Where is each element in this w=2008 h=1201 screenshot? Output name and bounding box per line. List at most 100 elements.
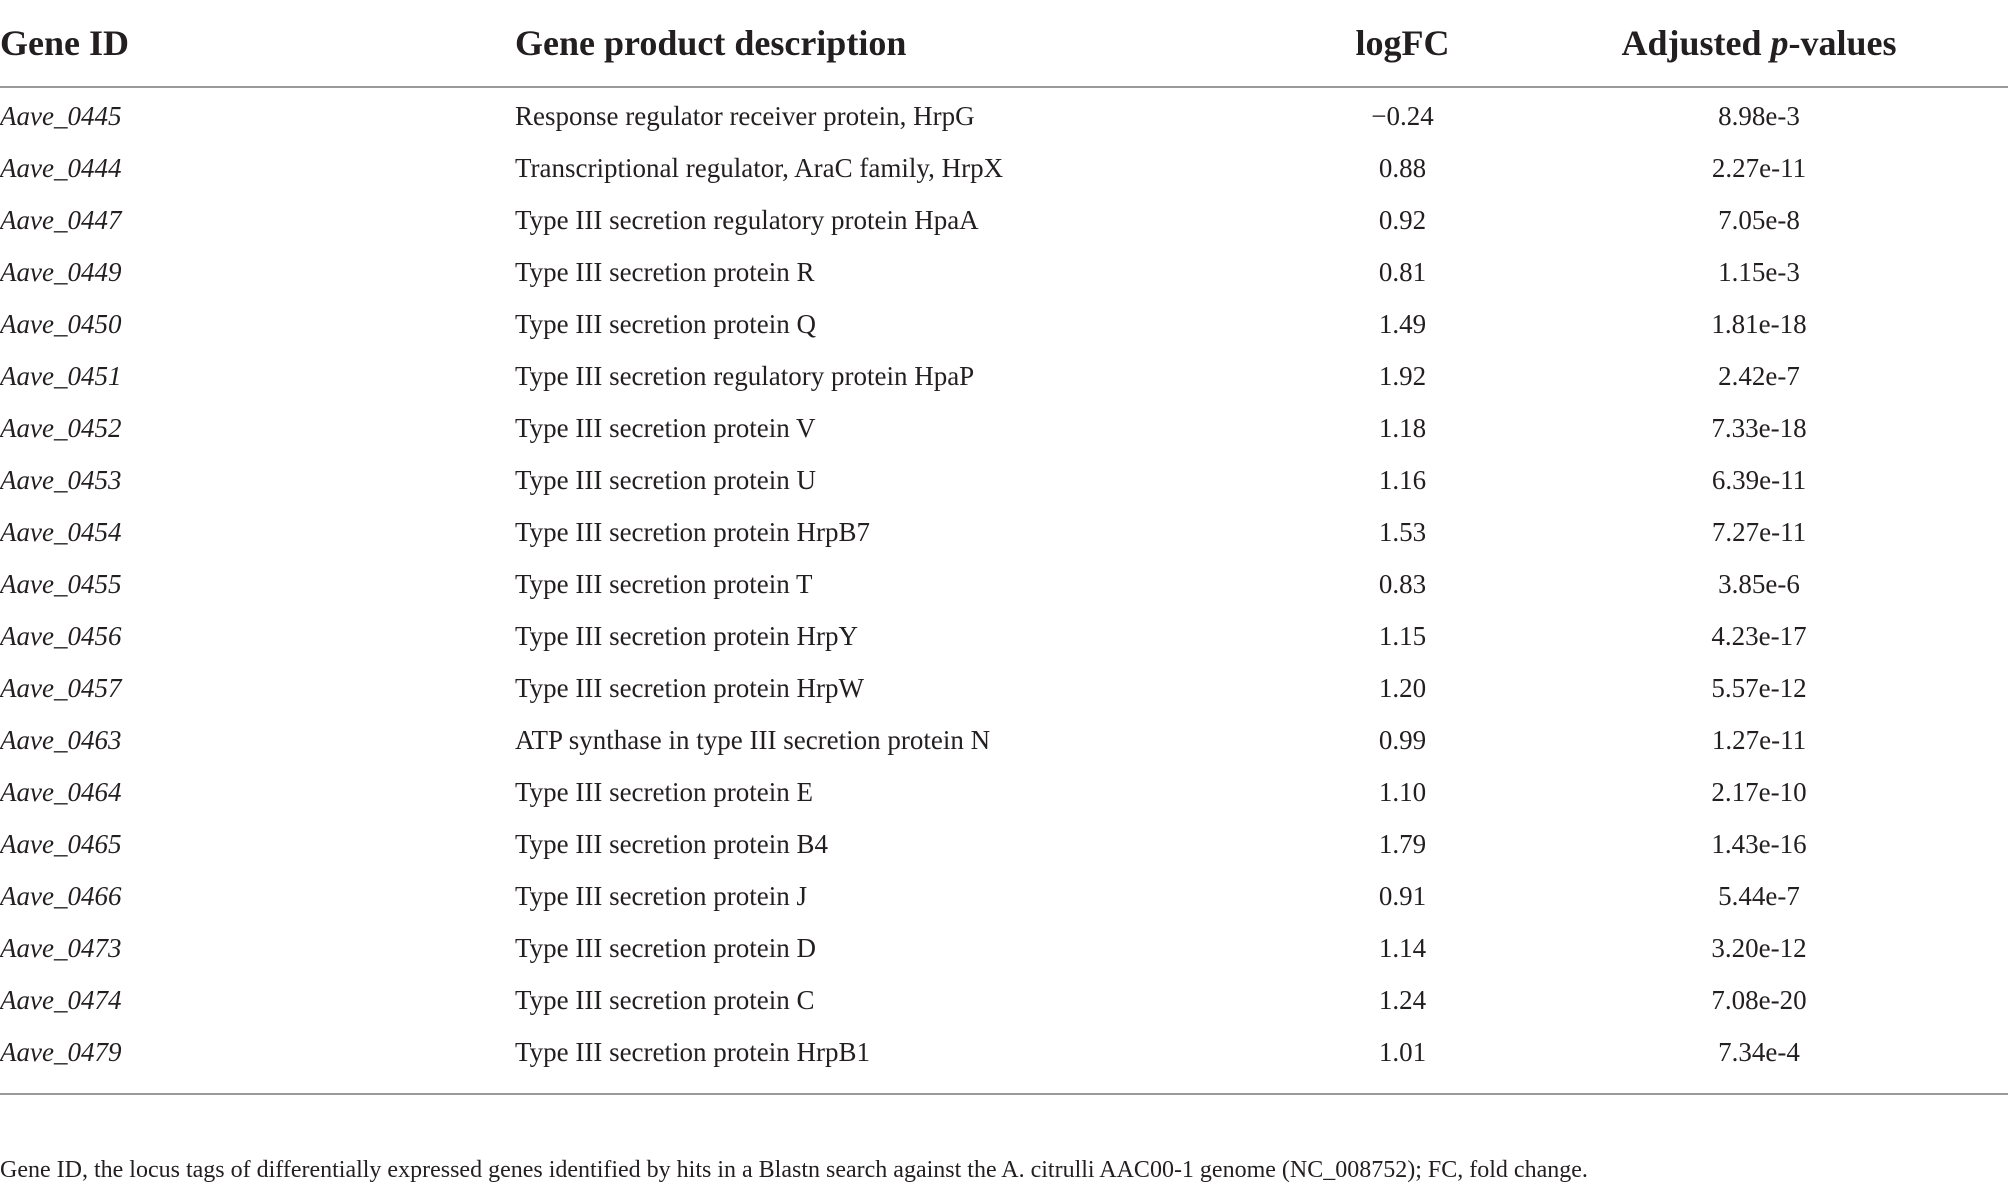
cell-description: Type III secretion protein T xyxy=(515,568,813,599)
cell-adjusted-p-value: 2.27e-11 xyxy=(1711,152,1807,183)
cell-gene-id: Aave_0450 xyxy=(0,308,122,339)
cell-logfc: 1.53 xyxy=(1378,516,1427,547)
header-adjusted-p-values: Adjusted p-values xyxy=(1510,0,2008,88)
cell-adjusted-p-value: 1.81e-18 xyxy=(1711,308,1807,339)
cell-adjusted-p-value: 7.33e-18 xyxy=(1711,412,1807,443)
cell-gene-id: Aave_0466 xyxy=(0,880,122,911)
cell-description: Type III secretion regulatory protein Hp… xyxy=(515,360,975,391)
cell-gene-id: Aave_0454 xyxy=(0,516,122,547)
cell-logfc: 1.16 xyxy=(1378,464,1427,495)
cell-description: Response regulator receiver protein, Hrp… xyxy=(515,100,975,131)
cell-logfc: −0.24 xyxy=(1371,100,1434,131)
cell-logfc: 0.88 xyxy=(1378,152,1427,183)
cell-gene-id: Aave_0455 xyxy=(0,568,122,599)
table-header: Gene ID Gene product description logFC A… xyxy=(0,0,2008,88)
cell-description: Type III secretion protein B4 xyxy=(515,828,829,859)
cell-logfc: 1.24 xyxy=(1378,984,1427,1015)
gene-table-container: Gene ID Gene product description logFC A… xyxy=(0,0,2008,1080)
cell-description: Transcriptional regulator, AraC family, … xyxy=(515,152,1004,183)
cell-gene-id: Aave_0452 xyxy=(0,412,122,443)
cell-logfc: 1.20 xyxy=(1378,672,1427,703)
cell-description: Type III secretion protein U xyxy=(515,464,816,495)
cell-gene-id: Aave_0474 xyxy=(0,984,122,1015)
cell-description: Type III secretion protein R xyxy=(515,256,815,287)
cell-description: Type III secretion protein HrpY xyxy=(515,620,858,651)
cell-adjusted-p-value: 1.43e-16 xyxy=(1711,828,1807,859)
cell-adjusted-p-value: 1.27e-11 xyxy=(1711,724,1807,755)
cell-description: Type III secretion protein HrpW xyxy=(515,672,864,703)
table-row: Aave_0464 Type III secretion protein E 1… xyxy=(0,766,2008,818)
table-row: Aave_0451 Type III secretion regulatory … xyxy=(0,350,2008,402)
cell-gene-id: Aave_0447 xyxy=(0,204,122,235)
cell-gene-id: Aave_0451 xyxy=(0,360,122,391)
cell-gene-id: Aave_0465 xyxy=(0,828,122,859)
cell-logfc: 0.83 xyxy=(1378,568,1427,599)
cell-adjusted-p-value: 2.42e-7 xyxy=(1718,360,1800,391)
cell-gene-id: Aave_0457 xyxy=(0,672,122,703)
cell-logfc: 0.92 xyxy=(1378,204,1427,235)
table-row: Aave_0463 ATP synthase in type III secre… xyxy=(0,714,2008,766)
cell-logfc: 1.10 xyxy=(1378,776,1427,807)
cell-logfc: 1.14 xyxy=(1378,932,1427,963)
table-row: Aave_0466 Type III secretion protein J 0… xyxy=(0,870,2008,922)
cell-gene-id: Aave_0444 xyxy=(0,152,122,183)
cell-logfc: 0.81 xyxy=(1378,256,1427,287)
cell-description: Type III secretion protein C xyxy=(515,984,815,1015)
table-row: Aave_0473 Type III secretion protein D 1… xyxy=(0,922,2008,974)
header-logfc: logFC xyxy=(1295,0,1510,88)
cell-adjusted-p-value: 3.85e-6 xyxy=(1718,568,1800,599)
cell-logfc: 1.15 xyxy=(1378,620,1427,651)
cell-logfc: 1.01 xyxy=(1378,1036,1427,1067)
cell-description: Type III secretion protein HrpB1 xyxy=(515,1036,870,1067)
table-body: Aave_0445 Response regulator receiver pr… xyxy=(0,87,2008,1080)
cell-adjusted-p-value: 7.27e-11 xyxy=(1711,516,1807,547)
table-row: Aave_0452 Type III secretion protein V 1… xyxy=(0,402,2008,454)
header-row: Gene ID Gene product description logFC A… xyxy=(0,0,2008,88)
cell-adjusted-p-value: 5.44e-7 xyxy=(1718,880,1800,911)
cell-adjusted-p-value: 7.05e-8 xyxy=(1718,204,1800,235)
table-row: Aave_0465 Type III secretion protein B4 … xyxy=(0,818,2008,870)
header-gene-id: Gene ID xyxy=(0,0,515,88)
cell-adjusted-p-value: 8.98e-3 xyxy=(1718,100,1800,131)
table-footnote: Gene ID, the locus tags of differentiall… xyxy=(0,1157,1588,1183)
cell-adjusted-p-value: 5.57e-12 xyxy=(1711,672,1807,703)
header-padj-italic: p xyxy=(1770,23,1789,63)
cell-adjusted-p-value: 2.17e-10 xyxy=(1711,776,1807,807)
cell-logfc: 1.92 xyxy=(1378,360,1427,391)
cell-logfc: 0.99 xyxy=(1378,724,1427,755)
cell-description: Type III secretion protein D xyxy=(515,932,816,963)
gene-expression-table: Gene ID Gene product description logFC A… xyxy=(0,0,2008,1080)
table-row: Aave_0455 Type III secretion protein T 0… xyxy=(0,558,2008,610)
table-row: Aave_0474 Type III secretion protein C 1… xyxy=(0,974,2008,1026)
cell-gene-id: Aave_0453 xyxy=(0,464,122,495)
header-description: Gene product description xyxy=(515,0,1295,88)
cell-gene-id: Aave_0464 xyxy=(0,776,122,807)
table-row: Aave_0450 Type III secretion protein Q 1… xyxy=(0,298,2008,350)
cell-adjusted-p-value: 4.23e-17 xyxy=(1711,620,1807,651)
table-row: Aave_0456 Type III secretion protein Hrp… xyxy=(0,610,2008,662)
cell-gene-id: Aave_0473 xyxy=(0,932,122,963)
table-row: Aave_0447 Type III secretion regulatory … xyxy=(0,194,2008,246)
cell-description: Type III secretion protein J xyxy=(515,880,808,911)
table-row: Aave_0444 Transcriptional regulator, Ara… xyxy=(0,142,2008,194)
cell-description: Type III secretion regulatory protein Hp… xyxy=(515,204,979,235)
table-bottom-rule xyxy=(0,1093,2008,1095)
cell-adjusted-p-value: 3.20e-12 xyxy=(1711,932,1807,963)
table-row: Aave_0445 Response regulator receiver pr… xyxy=(0,87,2008,142)
table-row: Aave_0454 Type III secretion protein Hrp… xyxy=(0,506,2008,558)
cell-gene-id: Aave_0445 xyxy=(0,100,122,131)
cell-description: Type III secretion protein E xyxy=(515,776,813,807)
table-row: Aave_0479 Type III secretion protein Hrp… xyxy=(0,1026,2008,1080)
header-padj-suffix: -values xyxy=(1788,23,1897,63)
cell-gene-id: Aave_0449 xyxy=(0,256,122,287)
cell-description: Type III secretion protein HrpB7 xyxy=(515,516,870,547)
cell-adjusted-p-value: 7.08e-20 xyxy=(1711,984,1807,1015)
cell-description: Type III secretion protein V xyxy=(515,412,816,443)
table-row: Aave_0453 Type III secretion protein U 1… xyxy=(0,454,2008,506)
cell-logfc: 1.79 xyxy=(1378,828,1427,859)
cell-gene-id: Aave_0479 xyxy=(0,1036,122,1067)
cell-description: ATP synthase in type III secretion prote… xyxy=(515,724,991,755)
cell-logfc: 1.49 xyxy=(1378,308,1427,339)
cell-gene-id: Aave_0456 xyxy=(0,620,122,651)
cell-logfc: 1.18 xyxy=(1378,412,1427,443)
